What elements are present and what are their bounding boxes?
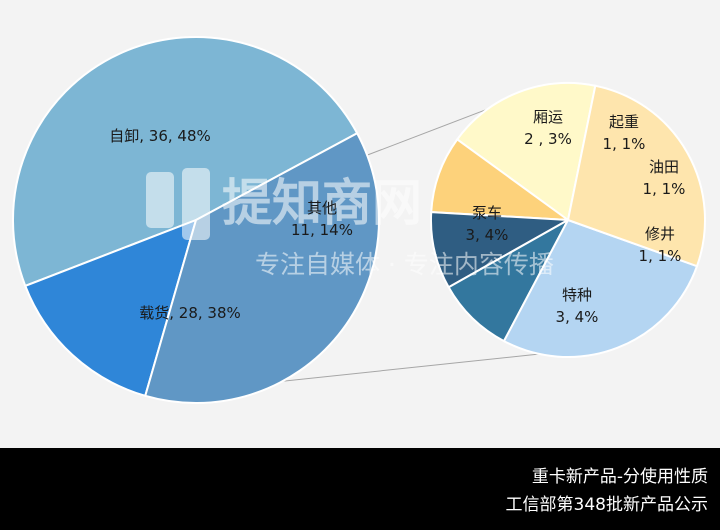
watermark-logo-icon	[146, 172, 174, 228]
secondary-pie-label-0: 厢运 2 , 3%	[524, 108, 572, 148]
chart-area: 提知商网 专注自媒体 · 专注内容传播 自卸, 36, 48% 其他 11, 14%…	[0, 0, 720, 448]
secondary-pie-label-2: 油田 1, 1%	[643, 158, 686, 198]
secondary-pie-label-1: 起重 1, 1%	[603, 113, 646, 153]
main-pie-slice-1	[23, 218, 198, 398]
watermark: 提知商网 专注自媒体 · 专注内容传播	[146, 168, 554, 279]
footer-subtitle: 工信部第348批新产品公示	[505, 495, 708, 515]
watermark-logo-icon	[182, 168, 210, 240]
secondary-pie-slice-0	[455, 82, 597, 222]
main-pie-label-0: 自卸, 36, 48%	[109, 127, 211, 145]
footer-title: 重卡新产品-分使用性质	[531, 467, 708, 487]
secondary-pie-label-4: 特种 3, 4%	[556, 286, 599, 326]
secondary-pie-slice-4	[502, 218, 699, 359]
secondary-pie	[430, 82, 707, 359]
secondary-pie-slice-1	[430, 137, 572, 222]
slice-labels: 自卸, 36, 48% 其他 11, 14% 载货, 28, 38% 厢运 2 , 3% 起…	[109, 108, 685, 326]
main-pie-label-1: 其他 11, 14%	[291, 199, 353, 239]
secondary-pie-slice-2	[430, 211, 572, 289]
pie-of-pie-chart: 提知商网 专注自媒体 · 专注内容传播 自卸, 36, 48% 其他 11, 14%…	[11, 36, 707, 404]
secondary-pie-label-5: 泵车 3, 4%	[466, 204, 509, 244]
secondary-pie-label-3: 修井 1, 1%	[639, 225, 682, 265]
main-pie	[11, 36, 380, 404]
main-pie-label-2: 载货, 28, 38%	[139, 304, 241, 322]
secondary-pie-slice-3	[447, 217, 571, 343]
secondary-pie-slice-5	[566, 84, 707, 268]
watermark-subtitle: 专注自媒体 · 专注内容传播	[255, 250, 554, 279]
footer-caption: 重卡新产品-分使用性质 工信部第348批新产品公示	[0, 448, 720, 530]
watermark-title: 提知商网	[222, 174, 422, 232]
main-pie-slice-2	[144, 131, 380, 404]
main-pie-slice-0	[11, 36, 359, 288]
